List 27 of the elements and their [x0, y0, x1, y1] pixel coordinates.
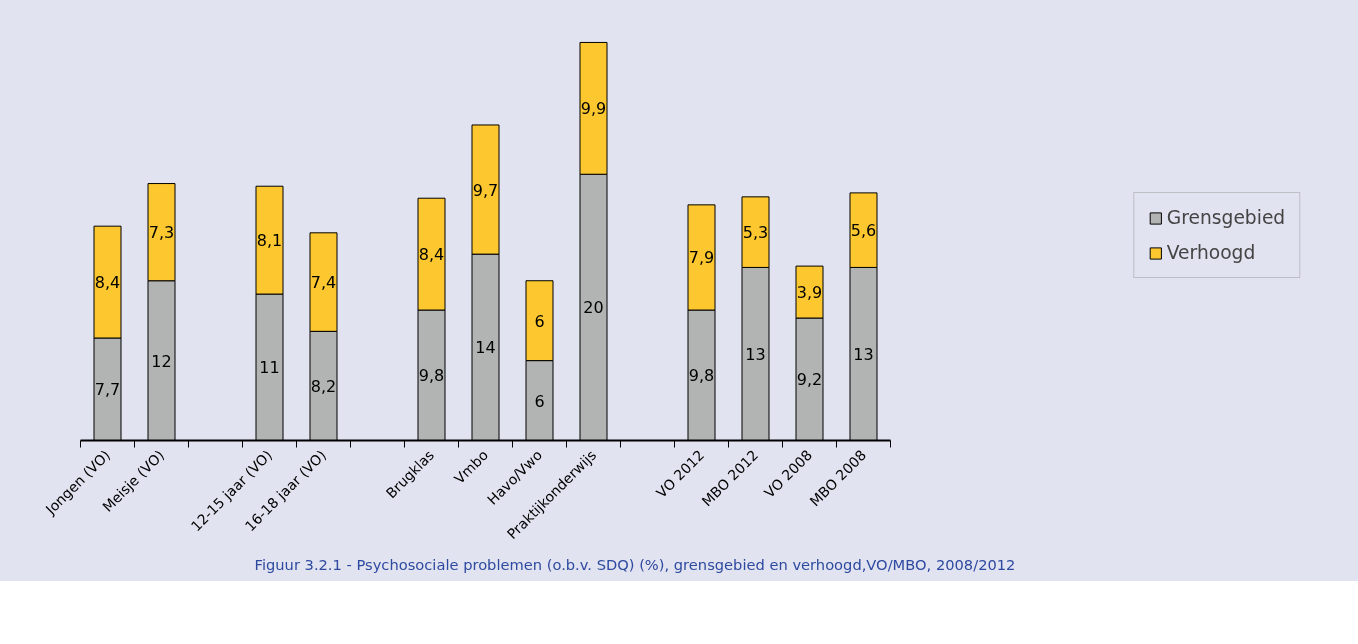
- text: Figuur 3.2.1 - Psychosociale problemen (o.b.v. SDQ) (%), grensgebied en verhoogd,VO/MBO, 2008/2012: [254, 555, 1016, 575]
- data-label: 14: [475, 338, 496, 358]
- data-label: 9,8: [688, 366, 715, 386]
- data-label: 9,7: [472, 180, 499, 200]
- data-label: 5,3: [742, 223, 769, 243]
- data-label: 6: [534, 311, 545, 331]
- data-label: 12: [151, 351, 172, 371]
- data-label: 7,3: [148, 223, 175, 243]
- data-label: 6: [534, 391, 545, 411]
- data-label: 8,1: [256, 231, 283, 251]
- data-label: 7,4: [310, 273, 337, 293]
- data-label: 7,9: [688, 248, 715, 268]
- data-label: 7,7: [94, 380, 121, 400]
- legend-label: Grensgebied: [1166, 207, 1286, 228]
- data-label: 11: [259, 358, 280, 378]
- data-label: 8,4: [94, 273, 121, 293]
- data-label: 9,8: [418, 366, 445, 386]
- data-label: 20: [583, 298, 604, 318]
- data-label: 9,2: [796, 370, 823, 390]
- legend-label: Verhoogd: [1166, 242, 1256, 263]
- data-label: 3,9: [796, 283, 823, 303]
- data-label: 13: [853, 344, 874, 364]
- data-label: 8,2: [310, 376, 337, 396]
- data-label: 5,6: [850, 221, 877, 241]
- data-label: 13: [745, 344, 766, 364]
- data-label: 9,9: [580, 99, 607, 119]
- data-label: 8,4: [418, 245, 445, 265]
